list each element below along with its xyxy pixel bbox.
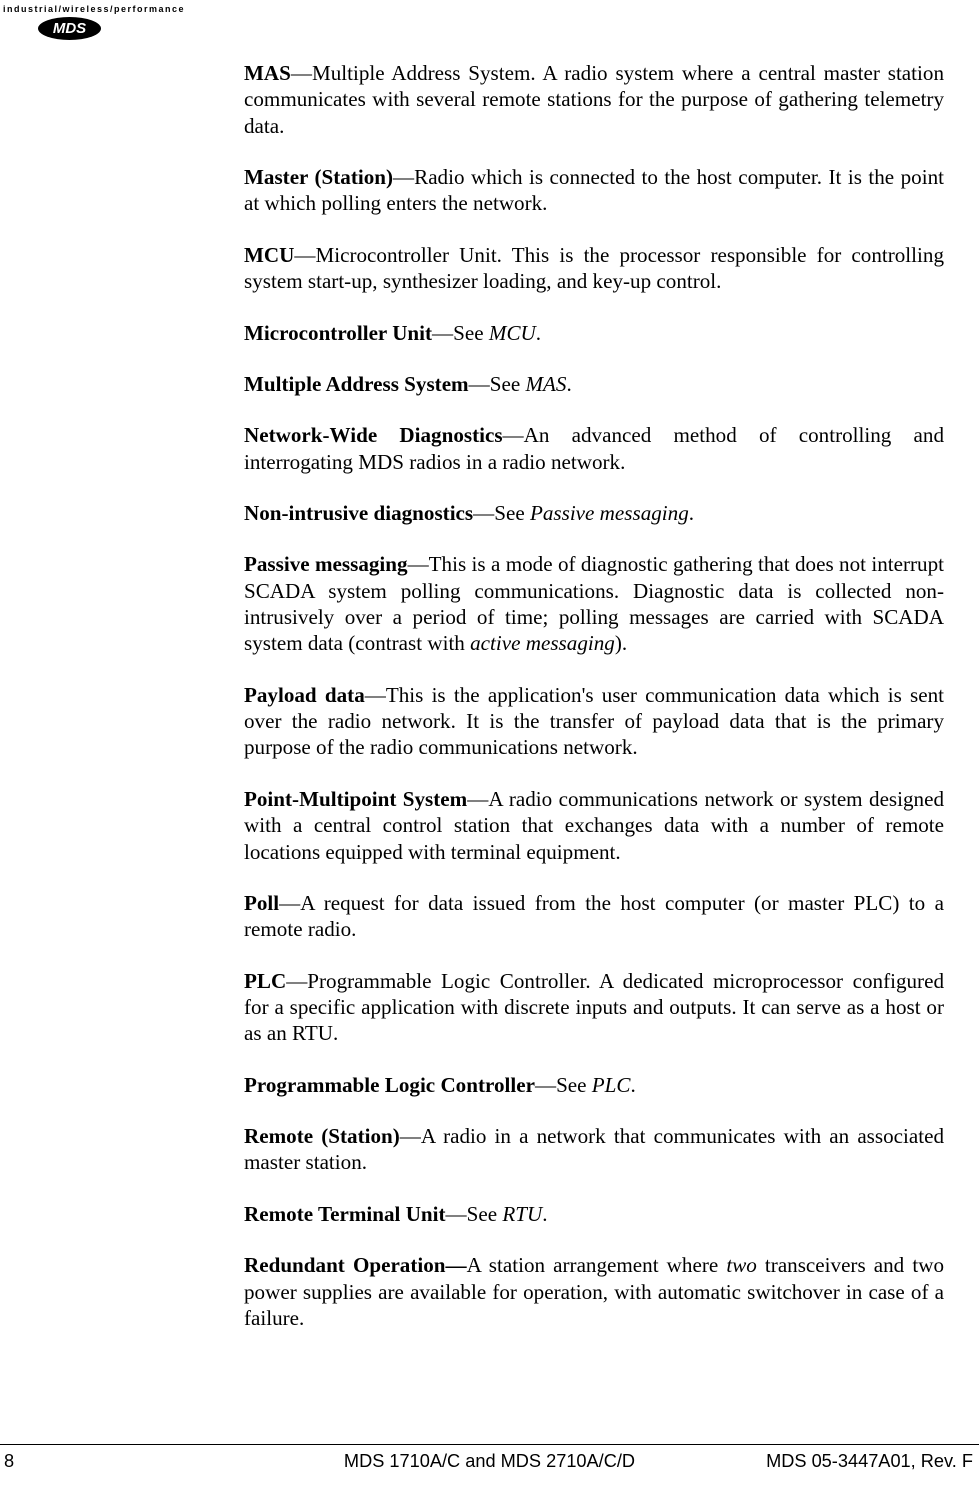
glossary-entry: Poll—A request for data issued from the … bbox=[244, 890, 944, 943]
glossary-body-italic: active messaging bbox=[470, 631, 615, 655]
glossary-term: Remote (Station) bbox=[244, 1124, 400, 1148]
glossary-body-text: See bbox=[494, 501, 530, 525]
glossary-separator: — bbox=[279, 891, 300, 915]
glossary-body-text: See bbox=[453, 321, 489, 345]
glossary-separator: — bbox=[286, 969, 307, 993]
glossary-body-italic: two bbox=[726, 1253, 756, 1277]
glossary-separator: — bbox=[432, 321, 453, 345]
glossary-body-text: A station arrangement where bbox=[467, 1253, 727, 1277]
glossary-entry: Multiple Address System—See MAS. bbox=[244, 371, 944, 397]
glossary-term: Master (Station) bbox=[244, 165, 393, 189]
glossary-term: Redundant Operation— bbox=[244, 1253, 467, 1277]
glossary-term: Multiple Address System bbox=[244, 372, 469, 396]
header-tagline: industrial/wireless/performance bbox=[3, 4, 185, 14]
glossary-body-italic: MAS bbox=[525, 372, 566, 396]
glossary-entry: Programmable Logic Controller—See PLC. bbox=[244, 1072, 944, 1098]
glossary-entry: MAS—Multiple Address System. A radio sys… bbox=[244, 60, 944, 139]
glossary-entry: Network-Wide Diagnostics—An advanced met… bbox=[244, 422, 944, 475]
glossary-term: Payload data bbox=[244, 683, 365, 707]
glossary-term: Remote Terminal Unit bbox=[244, 1202, 446, 1226]
glossary-body-text: See bbox=[467, 1202, 503, 1226]
glossary-entry: MCU—Microcontroller Unit. This is the pr… bbox=[244, 242, 944, 295]
glossary-body-text: See bbox=[490, 372, 526, 396]
glossary-body-text: . bbox=[630, 1073, 635, 1097]
glossary-term: Passive messaging bbox=[244, 552, 408, 576]
glossary-term: MCU bbox=[244, 243, 294, 267]
glossary-body-text: Programmable Logic Controller. A dedicat… bbox=[244, 969, 944, 1046]
glossary-entry: Payload data—This is the application's u… bbox=[244, 682, 944, 761]
glossary-body-italic: PLC bbox=[592, 1073, 631, 1097]
glossary-separator: — bbox=[294, 243, 315, 267]
glossary-body-text: ). bbox=[615, 631, 627, 655]
logo-text: MDS bbox=[53, 20, 86, 37]
glossary-separator: — bbox=[503, 423, 524, 447]
glossary-term: Poll bbox=[244, 891, 279, 915]
glossary-separator: — bbox=[446, 1202, 467, 1226]
glossary-separator: — bbox=[393, 165, 414, 189]
glossary-body-text: . bbox=[542, 1202, 547, 1226]
glossary-body-italic: Passive messaging bbox=[530, 501, 689, 525]
glossary-body-text: A request for data issued from the host … bbox=[244, 891, 944, 941]
glossary-separator: — bbox=[291, 61, 312, 85]
glossary-entry: Microcontroller Unit—See MCU. bbox=[244, 320, 944, 346]
footer-doc-rev: MDS 05-3447A01, Rev. F bbox=[766, 1451, 973, 1472]
glossary-body-text: . bbox=[689, 501, 694, 525]
glossary-entry: Remote Terminal Unit—See RTU. bbox=[244, 1201, 944, 1227]
glossary-body-italic: MCU bbox=[489, 321, 536, 345]
glossary-term: Microcontroller Unit bbox=[244, 321, 432, 345]
glossary-term: Point-Multipoint System bbox=[244, 787, 467, 811]
glossary-entry: PLC—Programmable Logic Controller. A ded… bbox=[244, 968, 944, 1047]
glossary-term: MAS bbox=[244, 61, 291, 85]
glossary-entry: Remote (Station)—A radio in a network th… bbox=[244, 1123, 944, 1176]
glossary-separator: — bbox=[467, 787, 488, 811]
glossary-term: Programmable Logic Controller bbox=[244, 1073, 535, 1097]
glossary-entry: Passive messaging—This is a mode of diag… bbox=[244, 551, 944, 656]
footer-rule bbox=[0, 1444, 979, 1445]
logo-oval: MDS bbox=[38, 17, 101, 40]
page: industrial/wireless/performance MDS MAS—… bbox=[0, 0, 979, 1492]
glossary-separator: — bbox=[365, 683, 386, 707]
glossary-entry: Master (Station)—Radio which is connecte… bbox=[244, 164, 944, 217]
glossary-separator: — bbox=[408, 552, 429, 576]
glossary-body-italic: RTU bbox=[502, 1202, 542, 1226]
glossary-term: Network-Wide Diagnostics bbox=[244, 423, 503, 447]
glossary-body-text: . bbox=[566, 372, 571, 396]
glossary-entry: Redundant Operation—A station arrangemen… bbox=[244, 1252, 944, 1331]
glossary-body-text: See bbox=[556, 1073, 592, 1097]
glossary-separator: — bbox=[469, 372, 490, 396]
glossary-separator: — bbox=[473, 501, 494, 525]
glossary-body-text: Multiple Address System. A radio system … bbox=[244, 61, 944, 138]
logo: MDS bbox=[38, 17, 101, 43]
glossary-body-text: . bbox=[536, 321, 541, 345]
glossary-term: PLC bbox=[244, 969, 286, 993]
glossary-content: MAS—Multiple Address System. A radio sys… bbox=[244, 60, 944, 1331]
glossary-separator: — bbox=[535, 1073, 556, 1097]
glossary-term: Non-intrusive diagnostics bbox=[244, 501, 473, 525]
glossary-separator: — bbox=[400, 1124, 421, 1148]
glossary-entry: Non-intrusive diagnostics—See Passive me… bbox=[244, 500, 944, 526]
glossary-body-text: Microcontroller Unit. This is the proces… bbox=[244, 243, 944, 293]
glossary-entry: Point-Multipoint System—A radio communic… bbox=[244, 786, 944, 865]
